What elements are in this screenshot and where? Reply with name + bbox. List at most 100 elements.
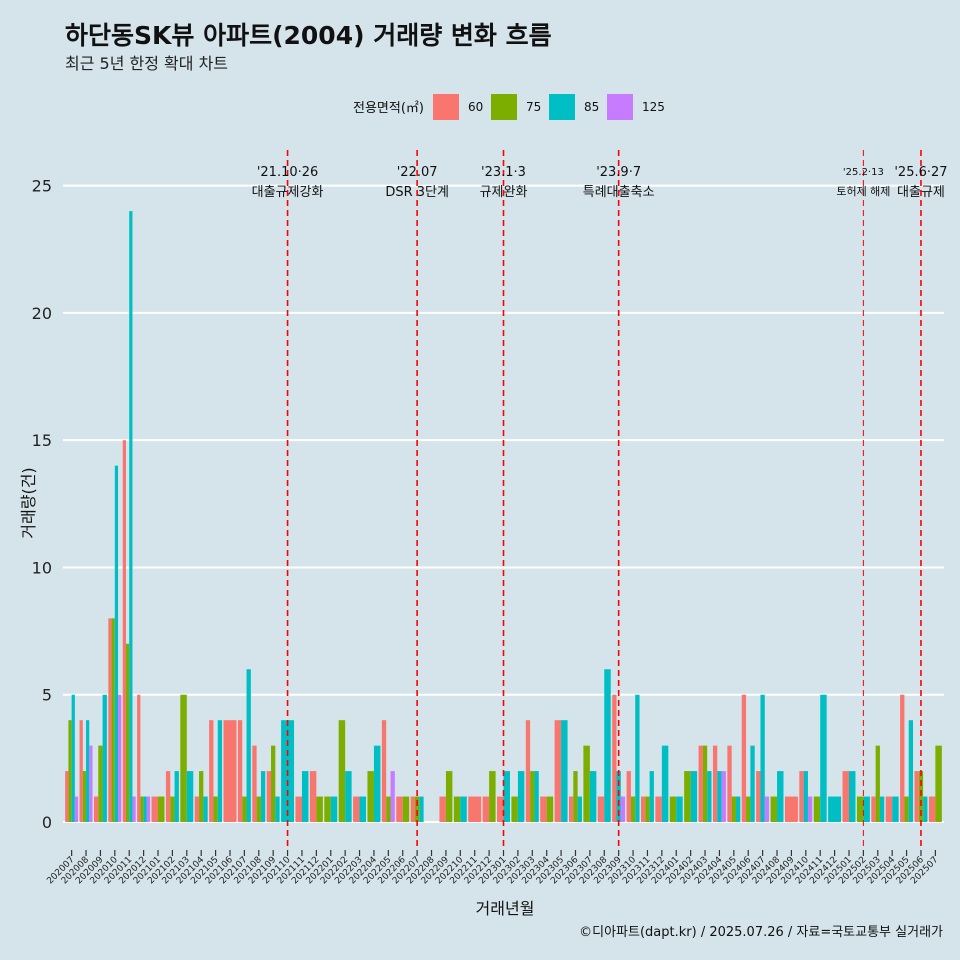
event-name-label: 대출규제 <box>897 185 945 200</box>
x-axis-ticks <box>71 850 936 856</box>
bar-85-202008 <box>86 720 90 822</box>
bar-75-202411 <box>813 796 821 822</box>
bar-85-202207 <box>419 796 424 822</box>
bar-60-202011 <box>122 440 126 822</box>
bar-85-202405 <box>735 796 741 822</box>
bar-85-202401 <box>676 796 683 822</box>
bar-75-202112 <box>316 796 323 822</box>
bar-60-202012 <box>137 694 141 822</box>
event-date-label: '23.1·3 <box>481 165 526 180</box>
bar-85-202408 <box>777 771 784 822</box>
bar-75-202205 <box>386 796 391 822</box>
bar-85-202009 <box>102 694 107 822</box>
bar-75-202307 <box>583 745 590 822</box>
bar-85-202502 <box>863 796 870 822</box>
bar-85-202410 <box>803 771 808 822</box>
bar-60-202308 <box>597 796 605 822</box>
y-tick-label: 15 <box>32 431 52 450</box>
bar-85-202204 <box>373 745 381 822</box>
bar-75-202007 <box>68 720 72 822</box>
bar-75-202206 <box>402 796 410 822</box>
bar-125-202010 <box>118 694 122 822</box>
bar-60-202301 <box>497 796 504 822</box>
bar-60-202405 <box>727 745 732 822</box>
bar-85-202107 <box>246 669 251 822</box>
bar-75-202202 <box>338 720 346 822</box>
bar-125-202404 <box>721 771 726 822</box>
bar-85-202202 <box>345 771 352 822</box>
bar-60-202109 <box>266 771 272 822</box>
bar-75-202101 <box>158 796 165 822</box>
bar-75-202209 <box>445 771 453 822</box>
bar-60-202207 <box>410 796 415 822</box>
bar-75-202402 <box>684 771 691 822</box>
bar-60-202010 <box>108 618 112 822</box>
bar-75-202506 <box>918 771 924 822</box>
bar-125-202407 <box>764 796 770 822</box>
bar-60-202112 <box>309 771 317 822</box>
bar-60-202107 <box>237 720 243 822</box>
bar-60-202312 <box>655 796 662 822</box>
bar-85-202302 <box>517 771 525 822</box>
bar-85-202305 <box>561 720 568 822</box>
bar-60-202503 <box>871 796 876 822</box>
legend-key-60 <box>433 94 459 120</box>
bar-60-202305 <box>554 720 562 822</box>
bar-75-202502 <box>856 796 864 822</box>
bar-85-202301 <box>503 771 510 822</box>
bar-75-202306 <box>573 771 578 822</box>
bar-125-202205 <box>390 771 395 822</box>
bar-75-202011 <box>125 643 130 822</box>
bar-75-202109 <box>271 745 276 822</box>
bar-60-202311 <box>640 796 646 822</box>
caption: ©디아파트(dapt.kr) / 2025.07.26 / 자료=국토교통부 실… <box>579 925 943 940</box>
bar-75-202408 <box>770 796 778 822</box>
bar-75-202505 <box>904 796 909 822</box>
bar-75-202406 <box>746 796 751 822</box>
bar-85-202007 <box>71 694 75 822</box>
bar-75-202310 <box>630 796 636 822</box>
bar-85-202505 <box>908 720 914 822</box>
bar-75-202304 <box>546 796 554 822</box>
bar-75-202010 <box>111 618 115 822</box>
bar-60-202209 <box>439 796 446 822</box>
bar-85-202104 <box>203 796 208 822</box>
bar-60-202506 <box>914 771 919 822</box>
bar-60-202306 <box>568 796 574 822</box>
bar-75-202105 <box>213 796 218 822</box>
bar-85-202012 <box>143 796 147 822</box>
bar-60-202108 <box>252 745 257 822</box>
bar-85-202103 <box>186 771 194 822</box>
bar-125-202410 <box>807 796 813 822</box>
bar-60-202009 <box>93 796 99 822</box>
bar-60-202507 <box>928 796 936 822</box>
bar-75-202212 <box>489 771 496 822</box>
x-axis-title: 거래년월 <box>476 899 535 918</box>
y-tick-label: 0 <box>42 813 52 832</box>
bar-75-202204 <box>367 771 374 822</box>
y-axis-title: 거래량(건) <box>19 467 38 538</box>
legend-keys: 60 75 85 125 <box>433 94 665 120</box>
event-date-label: '25.6·27 <box>894 165 947 180</box>
bar-60-202406 <box>741 694 747 822</box>
legend-key-75 <box>491 94 517 120</box>
event-date-label: '23.9·7 <box>596 165 641 180</box>
y-tick-label: 10 <box>32 558 52 577</box>
bar-60-202501 <box>842 771 849 822</box>
bar-85-202102 <box>174 771 179 822</box>
bar-60-202404 <box>712 745 718 822</box>
bar-60-202206 <box>396 796 403 822</box>
bar-85-202303 <box>534 771 539 822</box>
bar-60-202310 <box>626 771 631 822</box>
bar-75-202403 <box>702 745 708 822</box>
bar-75-202503 <box>875 745 880 822</box>
legend-label-125: 125 <box>642 100 665 114</box>
bar-75-202201 <box>324 796 331 822</box>
bar-75-202012 <box>140 796 144 822</box>
bar-85-202503 <box>879 796 885 822</box>
y-axis-tick-labels: 0 5 10 15 20 25 <box>32 177 52 832</box>
event-date-label: '22.07 <box>397 165 438 180</box>
bar-85-202111 <box>301 771 309 822</box>
bar-85-202501 <box>848 771 856 822</box>
